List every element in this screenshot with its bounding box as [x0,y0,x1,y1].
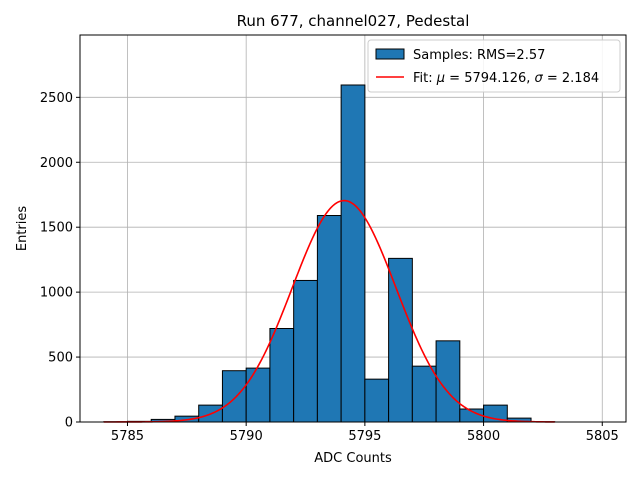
histogram-bar [411,365,437,423]
y-axis-label: Entries [15,206,30,252]
y-tick-label: 500 [48,351,73,366]
x-tick-label: 5800 [467,429,500,444]
y-tick-label: 0 [65,416,73,431]
fit-curve-group [103,199,555,423]
x-tick-label: 5790 [230,429,263,444]
legend-box [367,39,621,93]
y-tick-label: 1500 [40,221,73,236]
histogram-bar [269,327,295,423]
x-tick-label: 5795 [348,429,381,444]
legend-label-fit: Fit: μ = 5794.126, σ = 2.184 [413,71,599,86]
y-tick-label: 1000 [40,286,73,301]
histogram-bar [221,370,247,423]
histogram-bar [245,367,271,423]
x-tick-label: 5805 [586,429,619,444]
histogram-bar [340,84,366,423]
histogram-bar [316,215,342,423]
y-tick-label: 2000 [40,156,73,171]
histogram-bar [293,279,318,423]
histogram-bars [103,84,556,423]
axis-ticks: 5785 5790 5795 5800 5805 0 500 1000 1500 2000 2500 [40,91,619,444]
x-tick-label: 5785 [111,429,144,444]
legend-swatch-samples [375,48,405,60]
histogram-bar [388,257,413,423]
legend-label-samples: Samples: RMS=2.57 [413,48,545,63]
legend: Samples: RMS=2.57 Fit: μ = 5794.126, σ = … [367,39,621,93]
chart-title: Run 677, channel027, Pedestal [237,12,470,30]
plot-frame [79,34,627,423]
histogram-bar [364,378,390,423]
fit-curve [103,199,555,423]
x-axis-label: ADC Counts [314,451,392,466]
y-tick-label: 2500 [40,91,73,106]
